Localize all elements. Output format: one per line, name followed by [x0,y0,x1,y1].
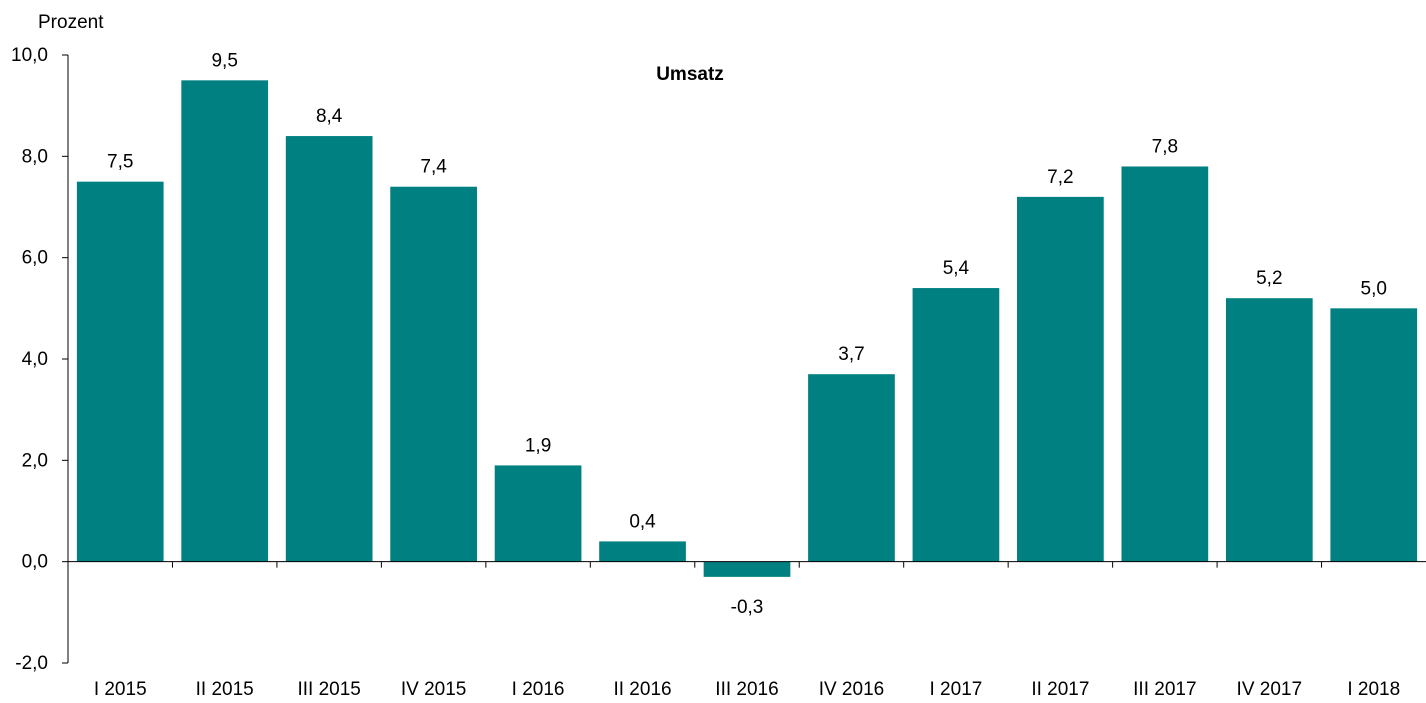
y-tick-label: 10,0 [11,45,48,66]
chart-title: Umsatz [656,64,724,85]
bar-value-label: 0,4 [629,511,656,532]
bar [1225,298,1313,562]
x-category-label: III 2017 [1133,679,1196,700]
x-category-label: IV 2016 [819,679,885,700]
bar-value-label: 8,4 [316,106,343,127]
bar [912,288,1000,562]
bar [703,561,791,577]
bar-value-label: 9,5 [211,50,237,71]
bar-value-label: -0,3 [731,597,764,618]
bar-value-label: 3,7 [838,344,864,365]
y-tick-label: 2,0 [22,450,48,471]
y-tick-label: -2,0 [15,653,48,674]
bar-value-label: 1,9 [525,435,551,456]
bar [1121,166,1209,562]
bars [76,80,1418,577]
bar-value-label: 7,8 [1152,136,1178,157]
bar [1017,196,1104,562]
y-tick-label: 8,0 [22,146,48,167]
x-category-label: I 2015 [94,679,147,700]
y-tick-label: 4,0 [22,349,48,370]
x-category-label: II 2017 [1031,679,1089,700]
x-category-label: I 2017 [930,679,983,700]
x-category-label: IV 2017 [1237,679,1303,700]
x-axis: I 2015 II 2015 III 2015 IV 2015 I 2016 II 201… [68,561,1426,700]
bar [285,136,373,562]
bar-value-label: 7,2 [1047,167,1073,188]
y-axis-unit-label: Prozent [38,12,104,33]
bar [808,374,895,562]
x-category-label: III 2015 [297,679,360,700]
bar-value-label: 7,4 [420,157,447,178]
x-category-label: I 2016 [512,679,565,700]
x-category-label: II 2016 [613,679,671,700]
y-axis: -2,0 0,0 2,0 4,0 6,0 8,0 10,0 [11,45,69,674]
bar [76,181,164,562]
x-category-label: I 2018 [1347,679,1400,700]
bar [181,80,269,562]
bar [390,186,477,562]
x-category-label: III 2016 [715,679,778,700]
bar-value-label: 5,4 [943,258,970,279]
x-category-label: IV 2015 [401,679,467,700]
bar-value-label: 5,2 [1256,268,1282,289]
y-tick-label: 0,0 [22,552,48,573]
x-category-label: II 2015 [196,679,254,700]
bar-value-label: 5,0 [1361,278,1387,299]
bar [494,465,582,562]
bar [1330,308,1418,562]
y-tick-label: 6,0 [22,248,48,269]
data-labels: 7,5 9,5 8,4 7,4 1,9 0,4 -0,3 3,7 5,4 7,2 7,8 5,2 5,0 [107,50,1387,618]
bar [599,541,686,562]
bar-value-label: 7,5 [107,152,133,173]
